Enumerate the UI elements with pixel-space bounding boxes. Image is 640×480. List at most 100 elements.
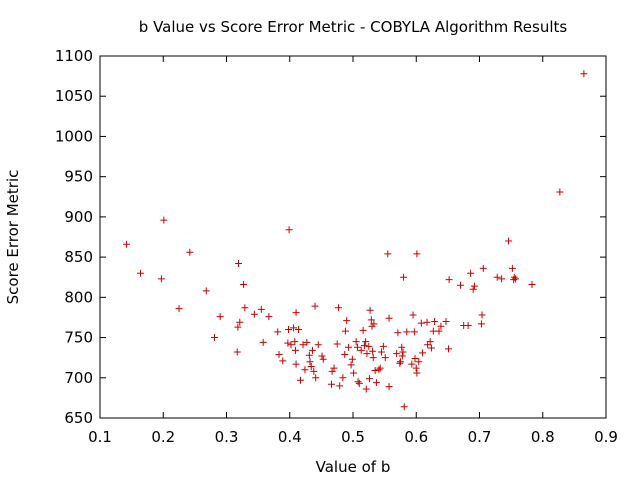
data-point <box>400 273 408 281</box>
data-point <box>157 275 165 283</box>
data-point <box>210 334 218 342</box>
data-point <box>431 317 439 325</box>
data-point <box>426 338 434 346</box>
data-point <box>371 367 379 375</box>
data-point <box>202 287 210 295</box>
data-point <box>470 282 478 290</box>
data-point <box>339 374 347 382</box>
data-point <box>341 327 349 335</box>
x-tick-label: 0.9 <box>594 428 618 446</box>
data-point <box>469 285 477 293</box>
data-point <box>334 304 342 312</box>
data-point <box>394 329 402 337</box>
data-point <box>467 269 475 277</box>
data-point <box>305 351 313 359</box>
data-point <box>216 313 224 321</box>
y-tick-label: 1000 <box>55 127 93 145</box>
data-point <box>396 359 404 367</box>
data-point <box>457 281 465 289</box>
data-point <box>411 354 419 362</box>
data-point <box>379 342 387 350</box>
x-tick-label: 0.2 <box>151 428 175 446</box>
data-point <box>376 364 384 372</box>
data-point <box>419 349 427 357</box>
y-tick-label: 650 <box>64 409 93 427</box>
data-point <box>556 188 564 196</box>
data-point <box>350 369 358 377</box>
data-point <box>498 275 506 283</box>
data-point <box>236 318 244 326</box>
data-point <box>295 326 303 334</box>
data-point <box>292 360 300 368</box>
data-point <box>369 347 377 355</box>
data-point <box>240 280 248 288</box>
data-point <box>384 250 392 258</box>
x-tick-label: 0.8 <box>531 428 555 446</box>
x-axis-label: Value of b <box>316 458 391 476</box>
data-point <box>311 302 319 310</box>
data-point <box>427 344 435 352</box>
data-point <box>186 248 194 256</box>
data-point <box>413 369 421 377</box>
data-point <box>510 273 518 281</box>
data-point <box>175 305 183 313</box>
data-point <box>301 366 309 374</box>
data-point <box>235 260 243 268</box>
plot-frame <box>99 55 607 419</box>
data-point <box>464 321 472 329</box>
data-point <box>393 350 401 358</box>
data-point <box>160 216 168 224</box>
data-point <box>319 355 327 363</box>
data-point <box>478 311 486 319</box>
data-point <box>265 313 273 321</box>
data-point <box>259 338 267 346</box>
data-point <box>343 317 351 325</box>
data-point <box>233 348 241 356</box>
y-tick-label: 900 <box>64 208 93 226</box>
y-tick-label: 800 <box>64 288 93 306</box>
y-axis-label: Score Error Metric <box>4 170 22 305</box>
data-point <box>363 350 371 358</box>
y-tick-label: 700 <box>64 369 93 387</box>
x-tick-label: 0.4 <box>278 428 302 446</box>
data-point <box>234 323 242 331</box>
data-point <box>327 380 335 388</box>
data-point <box>328 367 336 375</box>
data-point <box>528 280 536 288</box>
data-point <box>442 317 450 325</box>
data-point <box>410 328 418 336</box>
data-point <box>284 326 292 334</box>
y-tick-label: 1100 <box>55 47 93 65</box>
data-point <box>357 346 365 354</box>
data-point <box>409 311 417 319</box>
data-point <box>306 358 314 366</box>
data-point <box>123 240 131 248</box>
data-point <box>512 275 520 283</box>
data-point <box>417 319 425 327</box>
data-point <box>303 338 311 346</box>
data-point <box>398 352 406 360</box>
data-point <box>445 276 453 284</box>
data-point <box>412 364 420 372</box>
data-point <box>399 348 407 356</box>
data-point <box>330 364 338 372</box>
data-point <box>360 342 368 350</box>
data-point <box>367 316 375 324</box>
data-point <box>359 326 367 334</box>
x-tick-label: 0.1 <box>88 428 112 446</box>
data-point <box>365 342 373 350</box>
chart-title: b Value vs Score Error Metric - COBYLA A… <box>139 18 568 36</box>
data-point <box>241 304 249 312</box>
data-point <box>477 320 485 328</box>
data-point <box>297 376 305 384</box>
y-tick-label: 1050 <box>55 87 93 105</box>
data-point <box>362 385 370 393</box>
data-point <box>375 366 383 374</box>
data-point <box>398 343 406 351</box>
axis-ticks: 0.1 0.2 0.3 0.4 0.5 0.6 0.7 0.8 0.9 650 700 750 800 8… <box>55 47 618 446</box>
data-point <box>508 264 516 272</box>
data-point <box>336 382 344 390</box>
data-point <box>136 269 144 277</box>
data-point <box>292 309 300 317</box>
